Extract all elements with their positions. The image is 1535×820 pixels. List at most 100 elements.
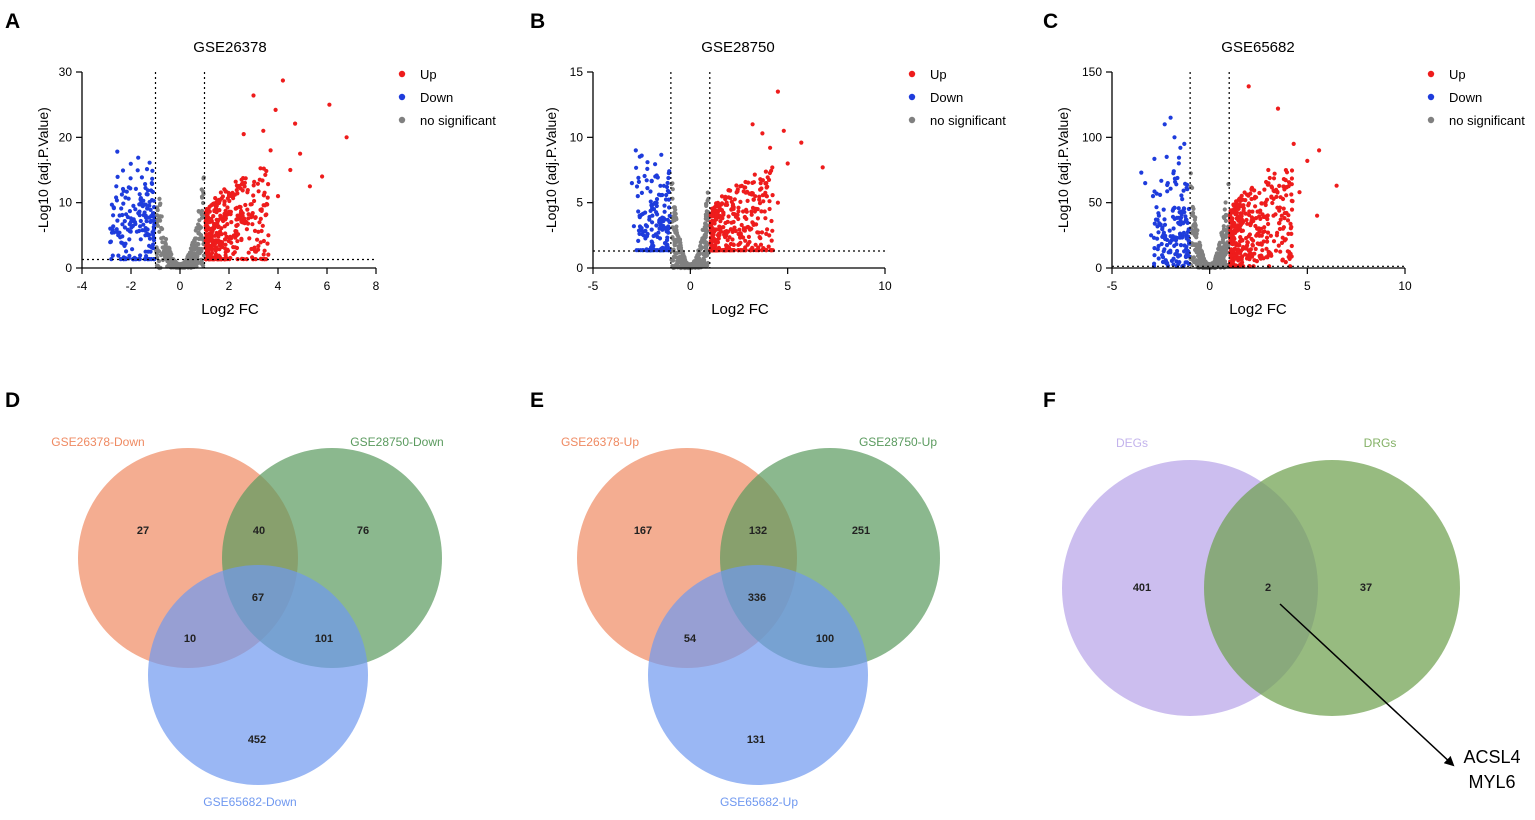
ns-point	[159, 225, 164, 231]
down-point	[1168, 240, 1173, 245]
x-tick-label: 5	[784, 279, 791, 293]
up-point	[1263, 214, 1268, 219]
down-point	[1165, 181, 1170, 186]
up-point	[770, 228, 775, 233]
up-point	[218, 190, 223, 195]
venn-region-count: 10	[184, 633, 196, 645]
up-point	[1274, 194, 1279, 199]
up-point	[714, 240, 719, 245]
down-point	[138, 237, 143, 242]
up-point	[1271, 176, 1277, 181]
up-point	[245, 207, 250, 212]
up-point	[246, 216, 251, 221]
up-point	[242, 221, 247, 226]
down-point	[634, 184, 640, 189]
down-point	[1149, 233, 1154, 238]
up-point	[1281, 206, 1286, 211]
ns-point	[674, 224, 679, 229]
up-point	[743, 248, 748, 253]
up-point	[1255, 226, 1260, 231]
ns-point	[705, 198, 710, 203]
up-point	[755, 216, 761, 221]
ns-point	[189, 248, 195, 253]
up-point	[1238, 222, 1244, 227]
down-point	[1164, 243, 1170, 248]
up-point	[1277, 221, 1282, 226]
up-point	[1297, 190, 1302, 195]
up-point	[218, 213, 223, 218]
down-point	[1162, 247, 1167, 252]
up-point	[235, 222, 240, 227]
legend-label-down: Down	[420, 90, 453, 105]
up-point	[770, 248, 776, 253]
ns-point	[704, 246, 709, 251]
down-point	[141, 198, 146, 203]
ns-point	[182, 260, 187, 265]
up-point	[764, 185, 769, 190]
up-point	[732, 225, 737, 230]
up-point	[1274, 233, 1279, 238]
up-point	[750, 122, 755, 127]
up-point	[736, 205, 741, 210]
down-point	[1151, 235, 1157, 240]
down-point	[144, 192, 149, 197]
ns-point	[186, 259, 191, 264]
up-point	[1240, 246, 1245, 252]
down-point	[1152, 221, 1157, 226]
up-point	[1246, 203, 1251, 208]
venn-set-label-2: GSE28750-Down	[350, 435, 443, 449]
ns-point	[673, 250, 678, 255]
down-point	[650, 220, 655, 225]
y-tick-label: 30	[59, 65, 73, 79]
venn-region-count: 100	[816, 633, 834, 645]
venn-region-count: 37	[1360, 582, 1372, 594]
up-point	[238, 186, 243, 191]
up-point	[288, 167, 293, 173]
up-point	[724, 200, 729, 205]
down-point	[116, 253, 121, 258]
legend-marker-down	[908, 93, 916, 101]
down-point	[664, 184, 670, 190]
down-point	[1185, 182, 1190, 187]
down-point	[637, 213, 642, 218]
up-point	[1245, 240, 1250, 245]
up-point	[234, 188, 239, 193]
down-point	[644, 178, 649, 183]
up-point	[1251, 238, 1256, 243]
up-point	[251, 93, 256, 98]
up-point	[1248, 191, 1253, 196]
down-point	[647, 214, 652, 220]
y-label-a: -Log10 (adj.P.Value)	[35, 107, 51, 233]
up-point	[1234, 225, 1240, 230]
up-point	[750, 220, 755, 225]
ns-point	[1223, 218, 1228, 223]
up-point	[770, 193, 775, 198]
down-point	[145, 188, 150, 193]
down-point	[649, 239, 654, 244]
up-point	[213, 247, 218, 252]
up-point	[1273, 212, 1278, 217]
up-point	[716, 202, 721, 207]
down-point	[115, 149, 120, 154]
down-point	[127, 209, 132, 214]
up-point	[241, 132, 246, 137]
up-point	[1275, 106, 1281, 111]
down-point	[126, 196, 131, 201]
up-point	[223, 250, 228, 255]
up-point	[245, 190, 250, 195]
up-point	[714, 211, 719, 216]
down-point	[147, 236, 153, 241]
down-point	[1172, 205, 1177, 210]
down-point	[1179, 193, 1184, 198]
panel-label-e: E	[530, 389, 544, 412]
down-point	[149, 181, 154, 186]
down-point	[1180, 197, 1185, 202]
down-point	[639, 190, 645, 195]
down-point	[1156, 230, 1161, 235]
volcano-panel-a: A GSE26378 -4 -2 0 2 4 6 8 0 10 20 30 Log2 FC -Log…	[5, 10, 496, 318]
down-point	[108, 226, 113, 231]
annotation-arrow	[1279, 603, 1455, 767]
up-point	[229, 220, 234, 225]
up-point	[1237, 197, 1242, 202]
ns-point	[704, 253, 710, 258]
